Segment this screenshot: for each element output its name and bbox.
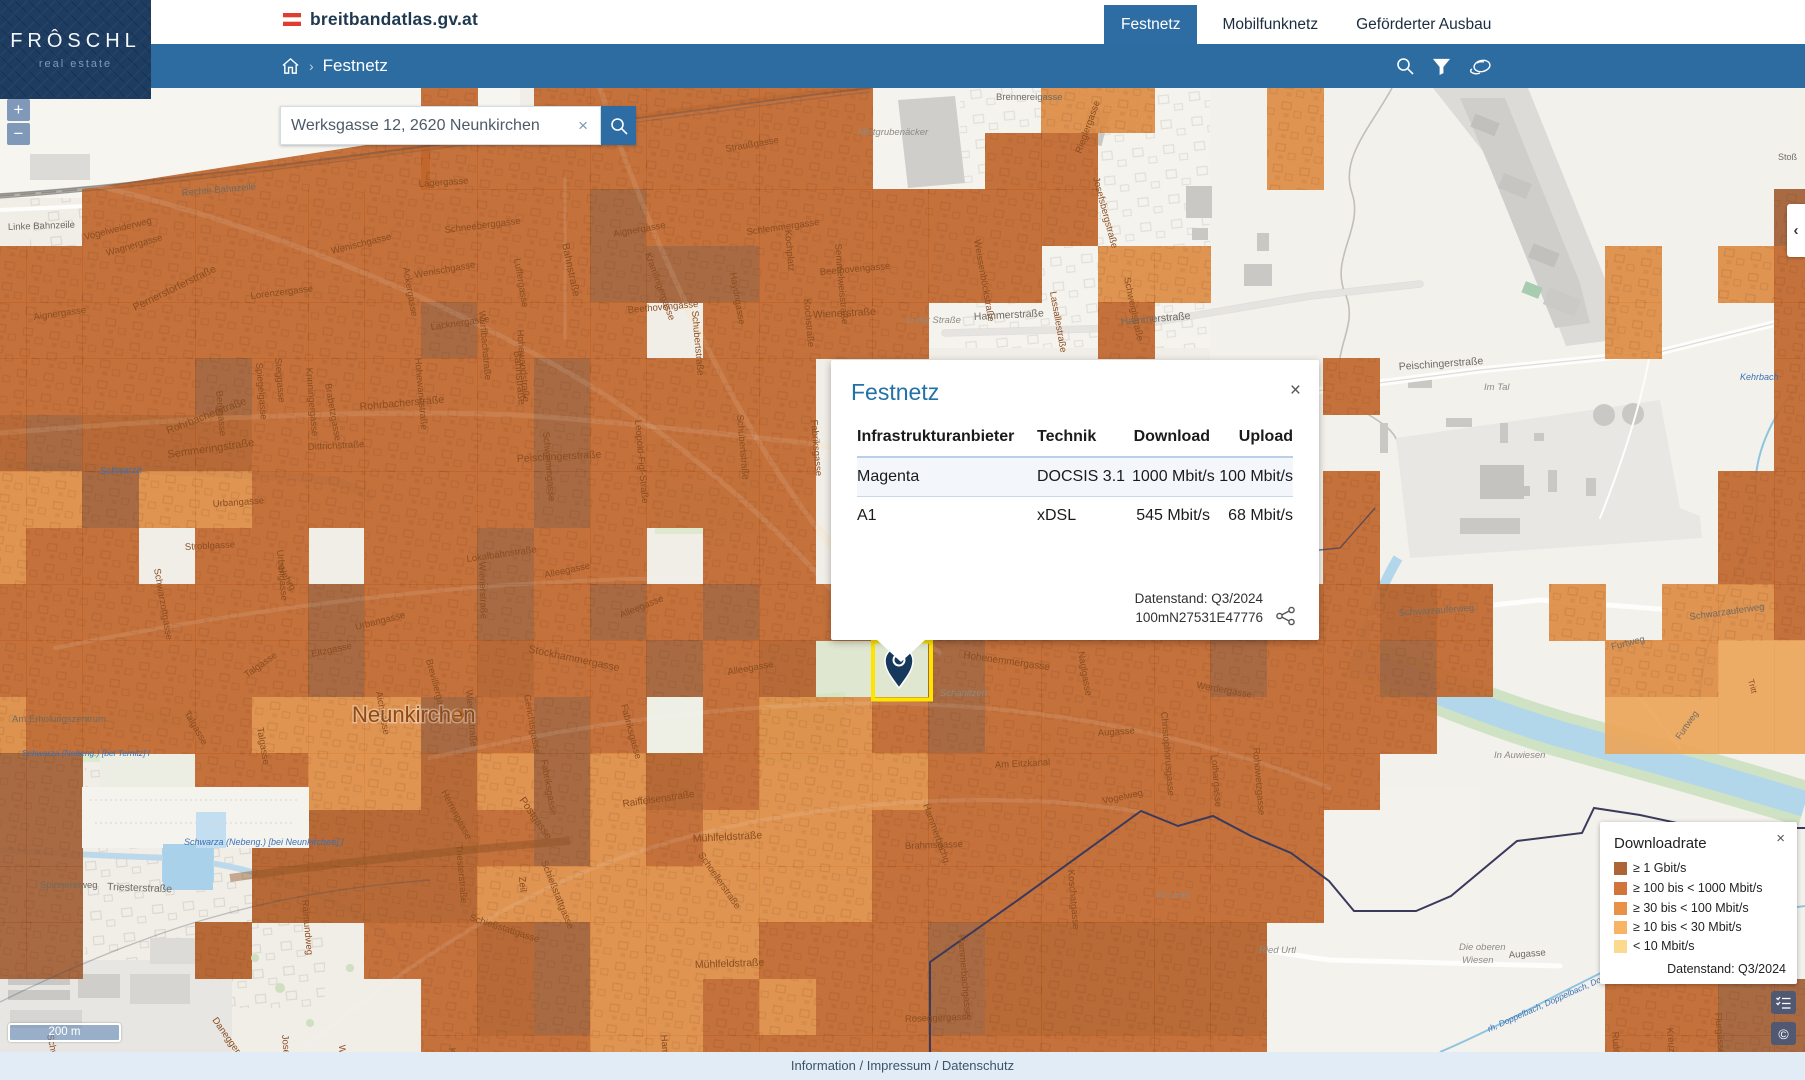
svg-text:Die oberen: Die oberen — [1459, 942, 1505, 953]
svg-text:Kreuzgasse: Kreuzgasse — [1664, 1027, 1679, 1052]
svg-text:Berggasse: Berggasse — [213, 390, 228, 436]
svg-text:Triesterstraße: Triesterstraße — [453, 844, 469, 904]
svg-text:Lagergasse: Lagergasse — [418, 176, 468, 190]
svg-text:Neunkirchen: Neunkirchen — [352, 702, 476, 727]
svg-text:Augasse: Augasse — [1097, 725, 1135, 739]
svg-text:Raimundweg: Raimundweg — [299, 899, 315, 955]
svg-text:Rudolf Walln: Rudolf Walln — [1609, 1031, 1625, 1052]
svg-text:Neunkirchen: Neunkirchen — [352, 702, 476, 727]
svg-text:Am Eitzkanal: Am Eitzkanal — [995, 757, 1051, 771]
svg-text:Schwarza: Schwarza — [100, 465, 142, 477]
svg-text:Schwarzauferweg: Schwarzauferweg — [1398, 603, 1474, 619]
svg-text:Wartmannstettergasse: Wartmannstettergasse — [336, 1045, 352, 1052]
svg-text:Brennereigasse: Brennereigasse — [996, 92, 1063, 103]
svg-text:Schwarza (Nebeng.) [bei Neunki: Schwarza (Nebeng.) [bei Neunkirchen] / — [184, 837, 345, 847]
svg-text:In Auwiesen: In Auwiesen — [1494, 750, 1545, 761]
svg-text:Triesterstraße: Triesterstraße — [107, 881, 172, 895]
svg-text:Mühlfeldstraße: Mühlfeldstraße — [695, 957, 765, 971]
svg-text:Klostergasse: Klostergasse — [446, 1047, 462, 1052]
svg-text:Stoß: Stoß — [1778, 152, 1798, 162]
svg-text:Kochstraße: Kochstraße — [801, 298, 816, 347]
svg-text:Schwarza (Nebeng.) [bei Ternit: Schwarza (Nebeng.) [bei Ternitz] l — [22, 748, 151, 758]
svg-text:Urbangasse: Urbangasse — [274, 549, 289, 601]
svg-text:Hammerstraße: Hammerstraße — [974, 307, 1045, 323]
svg-text:Im Tal: Im Tal — [1484, 382, 1510, 393]
svg-text:Spinnereiweg: Spinnereiweg — [40, 880, 98, 891]
svg-text:Peischingerstraße: Peischingerstraße — [1398, 355, 1483, 373]
svg-text:Kehrbach: Kehrbach — [1740, 372, 1779, 382]
svg-text:Am Erholungszentrum: Am Erholungszentrum — [12, 714, 106, 725]
svg-text:Lothargasse: Lothargasse — [1208, 754, 1224, 807]
svg-text:Wienerstraße: Wienerstraße — [813, 306, 877, 321]
svg-text:Spiegelgasse: Spiegelgasse — [253, 362, 269, 420]
svg-text:Dittrichstraße: Dittrichstraße — [308, 439, 365, 453]
svg-text:Urbangasse: Urbangasse — [212, 495, 264, 510]
svg-text:Flurgasse: Flurgasse — [1712, 1012, 1727, 1052]
svg-text:Fabriksgasse: Fabriksgasse — [808, 419, 824, 476]
svg-text:Steggasse: Steggasse — [272, 357, 287, 403]
svg-text:Augasse: Augasse — [1508, 947, 1546, 961]
svg-text:Wienerstraße: Wienerstraße — [476, 562, 489, 619]
svg-text:Wienerstraße: Wienerstraße — [463, 689, 479, 747]
svg-text:Mühlfeldstraße: Mühlfeldstraße — [693, 829, 763, 845]
svg-text:Kochplatz: Kochplatz — [782, 229, 797, 272]
svg-text:Linke Bahnzeile: Linke Bahnzeile — [8, 220, 75, 233]
svg-text:Peischingerstraße: Peischingerstraße — [517, 449, 602, 465]
svg-text:Im Urtel: Im Urtel — [1156, 890, 1190, 901]
svg-text:Stroblgasse: Stroblgasse — [185, 539, 236, 553]
svg-text:Ried Urtl: Ried Urtl — [1259, 945, 1297, 956]
svg-text:Roseggergasse: Roseggergasse — [905, 1012, 972, 1025]
svg-text:Bahnstraße: Bahnstraße — [511, 350, 528, 405]
svg-text:Wiesen: Wiesen — [1462, 955, 1494, 966]
svg-text:Mistgrubenäcker: Mistgrubenäcker — [858, 127, 929, 138]
svg-text:Schanitzen: Schanitzen — [940, 688, 987, 699]
svg-text:Koschatgasse: Koschatgasse — [1065, 869, 1081, 929]
svg-text:Zeil: Zeil — [516, 876, 528, 892]
svg-text:in der Straße: in der Straße — [906, 315, 961, 326]
svg-text:Brahmsgasse: Brahmsgasse — [905, 839, 963, 852]
svg-text:Tritt: Tritt — [1746, 678, 1760, 695]
